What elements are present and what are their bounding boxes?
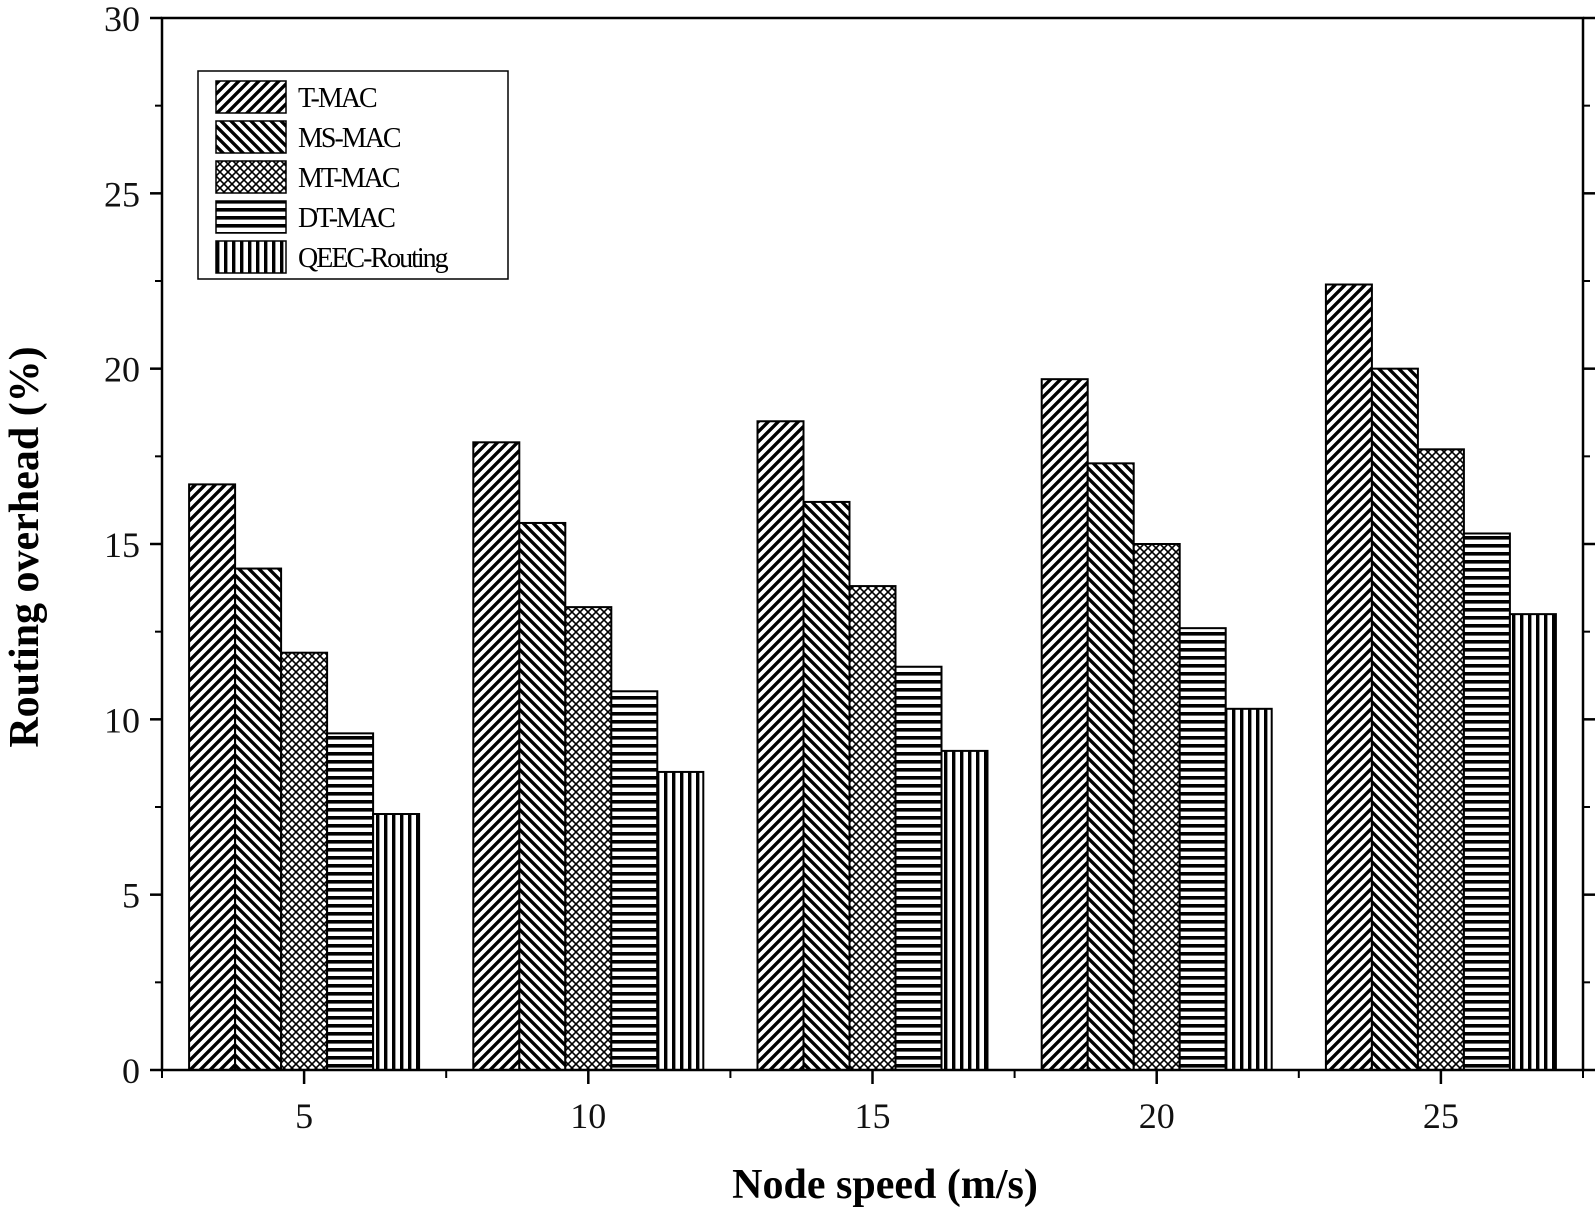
legend-label-t-mac: T-MAC — [298, 83, 377, 114]
legend-swatch-dt-mac — [215, 200, 287, 234]
bar-dt-mac-15 — [894, 665, 943, 1071]
bar-dt-mac-20 — [1178, 627, 1227, 1071]
bar-ms-mac-5 — [234, 567, 283, 1072]
y-tick-label: 20 — [104, 350, 140, 390]
y-tick-label: 15 — [104, 525, 140, 565]
x-tick-label: 25 — [1423, 1096, 1459, 1136]
legend-label-mt-mac: MT-MAC — [298, 163, 400, 194]
legend-label-dt-mac: DT-MAC — [298, 203, 395, 234]
bar-ms-mac-15 — [802, 500, 851, 1072]
y-tick-label: 30 — [104, 0, 140, 39]
bars-layer — [188, 283, 1557, 1072]
bar-t-mac-25 — [1324, 283, 1373, 1071]
bar-ms-mac-20 — [1086, 462, 1135, 1071]
axes-layer: 0 5 10 15 20 25 30 5 10 15 20 25 — [104, 0, 1595, 1136]
x-tick-label: 15 — [855, 1096, 891, 1136]
bar-qeec-routing-10 — [656, 770, 705, 1072]
y-tick-label: 10 — [104, 700, 140, 740]
legend-swatch-ms-mac — [215, 120, 287, 154]
bar-t-mac-10 — [472, 441, 521, 1072]
legend-label-qeec-routing: QEEC-Routing — [298, 243, 449, 274]
y-tick-label: 25 — [104, 174, 140, 214]
x-tick-label: 20 — [1139, 1096, 1175, 1136]
x-axis-title: Node speed (m/s) — [732, 1162, 1038, 1208]
y-tick-label: 5 — [122, 876, 140, 916]
bar-dt-mac-25 — [1462, 532, 1511, 1071]
legend-label-ms-mac: MS-MAC — [298, 123, 401, 154]
legend-swatch-qeec-routing — [215, 240, 287, 274]
legend-swatch-mt-mac — [215, 160, 287, 194]
bar-mt-mac-25 — [1416, 448, 1465, 1071]
bar-ms-mac-10 — [518, 521, 567, 1071]
x-tick-label: 10 — [570, 1096, 606, 1136]
bar-mt-mac-15 — [848, 585, 897, 1072]
bar-qeec-routing-15 — [940, 749, 989, 1071]
bar-qeec-routing-20 — [1224, 707, 1273, 1072]
legend: T-MAC MS-MAC MT-MAC DT-MAC QEEC-Routing — [197, 70, 509, 280]
legend-swatch-t-mac — [215, 80, 287, 114]
bar-ms-mac-25 — [1370, 367, 1419, 1071]
bar-dt-mac-5 — [326, 732, 375, 1071]
bar-t-mac-5 — [188, 483, 237, 1071]
bar-t-mac-20 — [1040, 378, 1089, 1072]
bar-mt-mac-20 — [1132, 543, 1181, 1071]
bar-t-mac-15 — [756, 420, 805, 1071]
y-tick-label: 0 — [122, 1051, 140, 1091]
bar-qeec-routing-25 — [1508, 613, 1557, 1072]
x-tick-label: 5 — [295, 1096, 313, 1136]
bar-dt-mac-10 — [610, 690, 659, 1072]
bar-qeec-routing-5 — [372, 813, 421, 1071]
bar-mt-mac-5 — [280, 651, 329, 1071]
bar-mt-mac-10 — [564, 606, 613, 1071]
y-axis-title: Routing overhead (%) — [2, 346, 48, 747]
